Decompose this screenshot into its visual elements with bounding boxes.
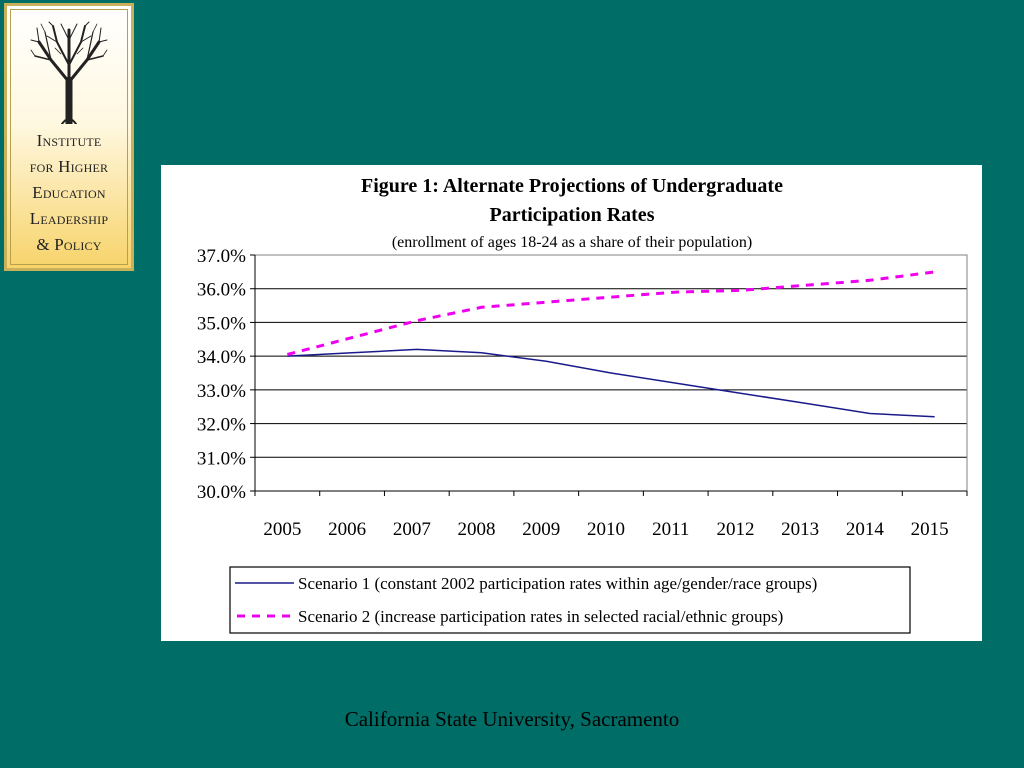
logo-line: Leadership bbox=[29, 209, 109, 228]
institute-logo: Institute for Higher Education Leadershi… bbox=[4, 3, 134, 271]
x-tick-label: 2011 bbox=[652, 519, 689, 540]
series-line-2 bbox=[286, 270, 935, 356]
chart: Figure 1: Alternate Projections of Under… bbox=[197, 175, 968, 634]
tree-icon bbox=[30, 21, 108, 124]
x-tick-label: 2014 bbox=[846, 519, 885, 540]
y-tick-label: 33.0% bbox=[197, 381, 246, 402]
x-tick-label: 2007 bbox=[393, 519, 431, 540]
y-tick-label: 36.0% bbox=[197, 280, 246, 301]
x-tick-label: 2012 bbox=[716, 519, 754, 540]
x-tick-label: 2015 bbox=[911, 519, 949, 540]
y-tick-label: 34.0% bbox=[197, 347, 246, 368]
logo-border bbox=[10, 9, 128, 265]
x-tick-label: 2005 bbox=[263, 519, 301, 540]
legend-label-series-1: Scenario 1 (constant 2002 participation … bbox=[298, 574, 817, 593]
x-tick-label: 2013 bbox=[781, 519, 819, 540]
x-tick-label: 2006 bbox=[328, 519, 366, 540]
y-tick-label: 32.0% bbox=[197, 415, 246, 436]
logo-line: Education bbox=[32, 183, 106, 202]
series-line-1 bbox=[287, 348, 935, 418]
x-tick-label: 2009 bbox=[522, 519, 560, 540]
legend-label-series-2: Scenario 2 (increase participation rates… bbox=[298, 607, 783, 626]
y-tick-label: 30.0% bbox=[197, 482, 246, 503]
logo-line: Institute bbox=[36, 131, 102, 150]
logo-line: for Higher bbox=[29, 157, 109, 176]
y-tick-label: 31.0% bbox=[197, 448, 246, 469]
x-tick-label: 2008 bbox=[458, 519, 496, 540]
chart-panel: Figure 1: Alternate Projections of Under… bbox=[161, 165, 982, 641]
logo-line: & Policy bbox=[36, 235, 102, 254]
y-ticks: 30.0% 31.0% 32.0% 33.0% 34.0% 35.0% 36.0% 37.0% bbox=[197, 246, 255, 503]
gridlines bbox=[255, 254, 967, 458]
x-ticks: 2005 2006 2007 2008 2009 2010 2011 2012 2013 2014… bbox=[254, 491, 968, 540]
y-tick-label: 35.0% bbox=[197, 313, 246, 334]
series-lines bbox=[286, 270, 935, 418]
footer-text: California State University, Sacramento bbox=[344, 707, 680, 731]
x-tick-label: 2010 bbox=[587, 519, 625, 540]
logo-text: Institute for Higher Education Leadershi… bbox=[7, 128, 131, 258]
chart-title-line-1: Figure 1: Alternate Projections of Under… bbox=[361, 175, 783, 197]
y-tick-label: 37.0% bbox=[197, 246, 246, 267]
legend: Scenario 1 (constant 2002 participation … bbox=[229, 566, 911, 634]
legend-box bbox=[229, 566, 911, 634]
chart-subtitle: (enrollment of ages 18-24 as a share of … bbox=[392, 234, 752, 251]
chart-title-line-2: Participation Rates bbox=[490, 204, 655, 226]
